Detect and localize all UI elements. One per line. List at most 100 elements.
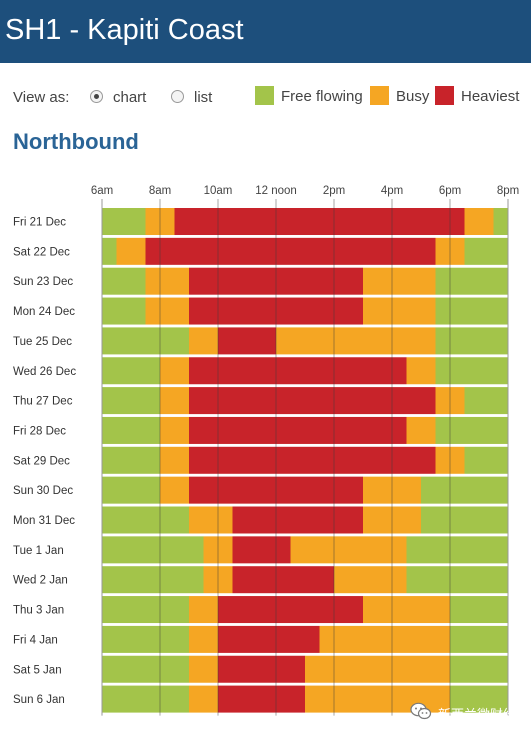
row-label: Wed 2 Jan bbox=[13, 575, 68, 587]
bar-segment bbox=[334, 566, 407, 594]
page-title: SH1 - Kapiti Coast bbox=[5, 14, 244, 46]
row-label: Sun 30 Dec bbox=[13, 485, 73, 497]
bar-segment bbox=[290, 536, 407, 564]
row-label: Sun 23 Dec bbox=[13, 276, 73, 288]
row-label: Tue 1 Jan bbox=[13, 545, 64, 557]
chart-radio[interactable] bbox=[90, 90, 103, 103]
bar-segment bbox=[102, 208, 146, 235]
bar-segment bbox=[203, 536, 233, 564]
bar-segment bbox=[189, 506, 233, 534]
bar-segment bbox=[189, 476, 363, 504]
bar-segment bbox=[102, 685, 189, 713]
row-label: Sat 22 Dec bbox=[13, 246, 70, 258]
bar-segment bbox=[421, 506, 508, 534]
watermark: 新西兰微财经 bbox=[410, 701, 522, 723]
bar-segment bbox=[102, 566, 204, 594]
bar-segment bbox=[189, 327, 218, 355]
bar-segment bbox=[218, 655, 305, 683]
legend-label-heaviest: Heaviest bbox=[461, 88, 520, 105]
chart-radio-label[interactable]: chart bbox=[113, 89, 147, 106]
list-radio[interactable] bbox=[171, 90, 184, 103]
x-tick-label: 8pm bbox=[497, 185, 519, 197]
bar-segment bbox=[435, 297, 508, 325]
bar-segment bbox=[218, 327, 276, 355]
row-label: Sun 6 Jan bbox=[13, 694, 65, 706]
x-tick-label: 2pm bbox=[323, 185, 345, 197]
bar-segment bbox=[189, 267, 363, 295]
bar-segment bbox=[160, 416, 189, 444]
bar-segment bbox=[102, 596, 189, 624]
bar-segment bbox=[116, 237, 146, 265]
bar-segment bbox=[276, 327, 436, 355]
bar-segment bbox=[363, 267, 436, 295]
bar-segment bbox=[189, 625, 218, 653]
row-label: Wed 26 Dec bbox=[13, 366, 76, 378]
bar-segment bbox=[145, 267, 189, 295]
view-as-label: View as: bbox=[13, 89, 70, 106]
bar-segment bbox=[189, 387, 436, 415]
bar-segment bbox=[189, 446, 436, 474]
x-tick-label: 12 noon bbox=[255, 185, 297, 197]
bar-segment bbox=[145, 237, 436, 265]
x-tick-label: 4pm bbox=[381, 185, 403, 197]
row-label: Thu 27 Dec bbox=[13, 396, 73, 408]
legend-label-busy: Busy bbox=[396, 88, 430, 105]
bar-segment bbox=[450, 655, 508, 683]
bar-segment bbox=[160, 387, 189, 415]
bar-segment bbox=[421, 476, 508, 504]
legend-swatch-busy bbox=[370, 86, 389, 105]
bar-segment bbox=[406, 357, 436, 385]
bar-segment bbox=[102, 536, 204, 564]
bar-segment bbox=[435, 327, 508, 355]
bar-segment bbox=[363, 476, 421, 504]
row-label: Fri 21 Dec bbox=[13, 217, 66, 229]
bar-segment bbox=[450, 596, 508, 624]
bar-segment bbox=[102, 625, 189, 653]
bar-segment bbox=[464, 208, 494, 235]
bar-segment bbox=[189, 596, 218, 624]
legend-swatch-heaviest bbox=[435, 86, 454, 105]
bar-segment bbox=[160, 476, 189, 504]
row-label: Fri 4 Jan bbox=[13, 634, 58, 646]
row-label: Thu 3 Jan bbox=[13, 605, 64, 617]
bar-segment bbox=[305, 655, 450, 683]
row-label: Tue 25 Dec bbox=[13, 336, 72, 348]
list-radio-label[interactable]: list bbox=[194, 89, 213, 106]
bar-segment bbox=[189, 297, 363, 325]
bar-segment bbox=[218, 685, 305, 713]
bar-segment bbox=[232, 566, 334, 594]
page-header: SH1 - Kapiti Coast bbox=[0, 0, 531, 63]
bar-segment bbox=[174, 208, 465, 235]
bar-segment bbox=[464, 387, 508, 415]
traffic-chart: 6am 8am 10am 12 noon 2pm 4pm 6pm 8pm Fri 21 Dec S… bbox=[13, 185, 519, 716]
bar-segment bbox=[189, 655, 218, 683]
bar-segment bbox=[102, 506, 189, 534]
bar-segment bbox=[435, 237, 465, 265]
bar-segment bbox=[102, 387, 160, 415]
bar-segment bbox=[218, 625, 320, 653]
bar-segment bbox=[464, 237, 508, 265]
bar-segment bbox=[145, 208, 175, 235]
bar-segment bbox=[203, 566, 233, 594]
x-tick-label: 8am bbox=[149, 185, 171, 197]
bar-segment bbox=[160, 357, 189, 385]
bar-segment bbox=[102, 237, 117, 265]
bar-segment bbox=[102, 416, 160, 444]
bar-segment bbox=[363, 596, 450, 624]
bar-segment bbox=[189, 357, 407, 385]
bar-segment bbox=[102, 297, 146, 325]
bar-segment bbox=[102, 476, 160, 504]
legend-swatch-free-flowing bbox=[255, 86, 274, 105]
row-label: Fri 28 Dec bbox=[13, 425, 66, 437]
bar-segment bbox=[102, 357, 160, 385]
legend-label-free-flowing: Free flowing bbox=[281, 88, 363, 105]
bar-segment bbox=[102, 267, 146, 295]
bar-segment bbox=[435, 387, 465, 415]
bar-segment bbox=[363, 297, 436, 325]
bar-segment bbox=[435, 267, 508, 295]
bar-segment bbox=[319, 625, 450, 653]
bar-segment bbox=[406, 416, 436, 444]
x-tick-label: 6pm bbox=[439, 185, 461, 197]
view-toggle: View as: chart list Free flowing Busy He… bbox=[0, 84, 531, 110]
row-label: Mon 31 Dec bbox=[13, 515, 75, 527]
